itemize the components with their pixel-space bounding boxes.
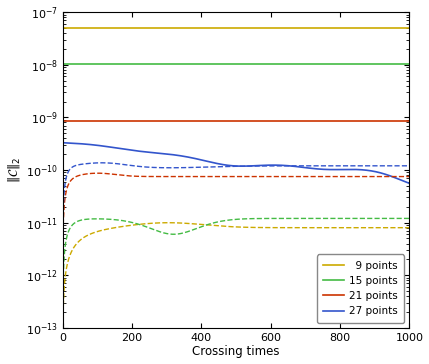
Legend:   9 points, 15 points, 21 points, 27 points: 9 points, 15 points, 21 points, 27 point… [317, 254, 404, 323]
X-axis label: Crossing times: Crossing times [192, 345, 280, 359]
Y-axis label: $\|\mathcal{C}\|_2$: $\|\mathcal{C}\|_2$ [6, 157, 21, 183]
